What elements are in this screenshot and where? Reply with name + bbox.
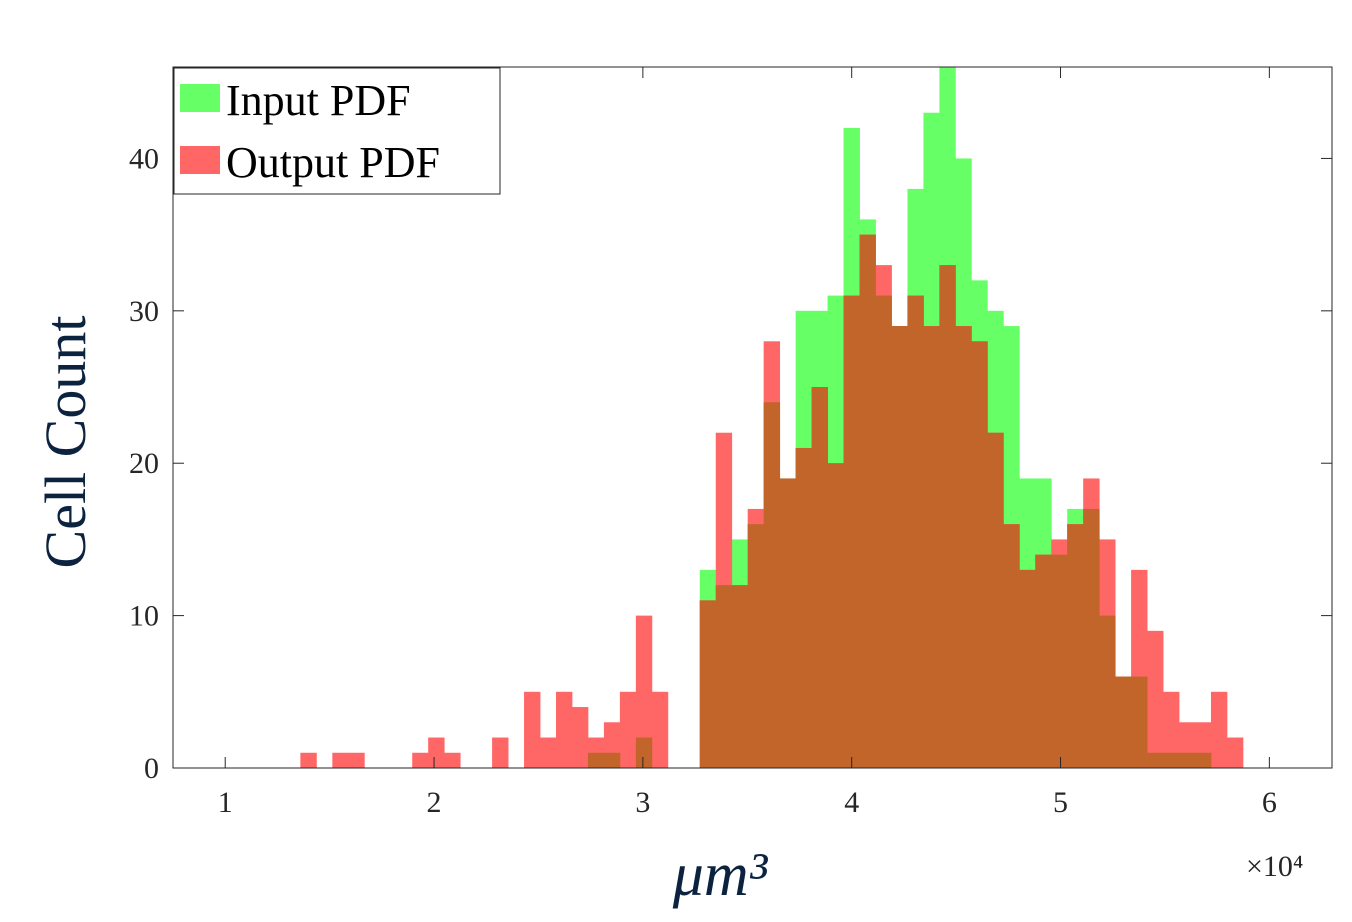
legend-box	[173, 67, 501, 195]
output-pdf-bar	[1147, 630, 1164, 768]
x-tick-label: 4	[844, 786, 859, 819]
y-axis-label: Cell Count	[33, 316, 98, 569]
overlap-bar	[1115, 676, 1132, 768]
output-pdf-bar	[492, 737, 509, 768]
overlap-bar	[779, 478, 797, 768]
overlap-bar	[811, 387, 828, 768]
y-tick-label: 0	[144, 752, 159, 785]
output-pdf-bar	[619, 691, 637, 768]
overlap-bar	[971, 341, 988, 768]
y-tick-label: 30	[129, 295, 159, 328]
overlap-bar	[763, 402, 781, 768]
overlap-bar	[1099, 615, 1116, 768]
overlap-bar	[1163, 752, 1180, 768]
output-pdf-bar	[444, 752, 461, 768]
overlap-bar	[923, 326, 940, 768]
x-tick-label: 3	[635, 786, 650, 819]
overlap-bar	[587, 752, 605, 768]
output-pdf-bar	[555, 691, 573, 768]
overlap-bar	[1083, 508, 1100, 768]
y-tick-label: 20	[129, 447, 159, 480]
overlap-bar	[1131, 676, 1148, 768]
output-pdf-bar	[1163, 691, 1180, 768]
overlap-bar	[1003, 524, 1020, 768]
overlap-bar	[1195, 752, 1212, 768]
legend: Input PDF Output PDF	[173, 67, 501, 195]
overlap-bar	[955, 326, 972, 768]
output-pdf-bar	[300, 752, 317, 768]
overlap-bar	[843, 295, 860, 768]
output-pdf-bar	[524, 691, 541, 768]
output-pdf-bar	[1210, 691, 1228, 768]
overlap-bar	[1019, 569, 1036, 768]
overlap-bar	[987, 432, 1004, 768]
overlap-bar	[715, 585, 733, 768]
legend-label-output-pdf: Output PDF	[226, 138, 440, 187]
overlap-bar	[795, 447, 812, 768]
x-tick-label: 6	[1262, 786, 1277, 819]
overlap-bar	[731, 585, 749, 768]
output-pdf-bar	[332, 752, 349, 768]
legend-swatch-input-pdf	[180, 84, 220, 112]
overlap-bar	[939, 265, 956, 768]
y-tick-label: 40	[129, 142, 159, 175]
overlap-bar	[603, 752, 621, 768]
output-pdf-bar	[635, 615, 653, 768]
output-pdf-bar	[348, 752, 365, 768]
overlap-bar	[827, 463, 844, 768]
x-tick-label: 2	[427, 786, 442, 819]
plot-area-border	[172, 66, 1333, 769]
overlap-bar	[859, 234, 876, 768]
x-tick-label: 5	[1053, 786, 1068, 819]
legend-label-input-pdf: Input PDF	[226, 76, 411, 125]
x-axis-label: μm³	[672, 841, 769, 909]
output-pdf-bar	[651, 691, 669, 768]
overlap-bar	[1147, 752, 1164, 768]
legend-swatch-output-pdf	[180, 146, 220, 174]
output-pdf-bar	[571, 707, 589, 768]
overlap-bars	[587, 234, 1212, 768]
x-axis-exponent: ×10⁴	[1246, 850, 1303, 883]
overlap-bar	[1035, 554, 1052, 768]
output-pdf-bar	[412, 752, 429, 768]
overlap-bar	[1051, 554, 1068, 768]
overlap-bar	[875, 295, 892, 768]
overlap-bar	[635, 737, 653, 768]
output-pdf-bar	[1226, 737, 1244, 768]
y-axis-ticks: 0 10 20 30 40	[129, 142, 1332, 785]
overlap-bar	[699, 600, 717, 768]
overlap-bar	[907, 295, 924, 768]
overlap-bar	[1067, 524, 1084, 768]
y-tick-label: 10	[129, 600, 159, 633]
overlap-bar	[1179, 752, 1196, 768]
output-pdf-bar	[540, 737, 557, 768]
x-tick-label: 1	[218, 786, 233, 819]
overlap-bar	[891, 326, 908, 768]
output-pdf-bar	[428, 737, 445, 768]
overlap-bar	[747, 524, 765, 768]
